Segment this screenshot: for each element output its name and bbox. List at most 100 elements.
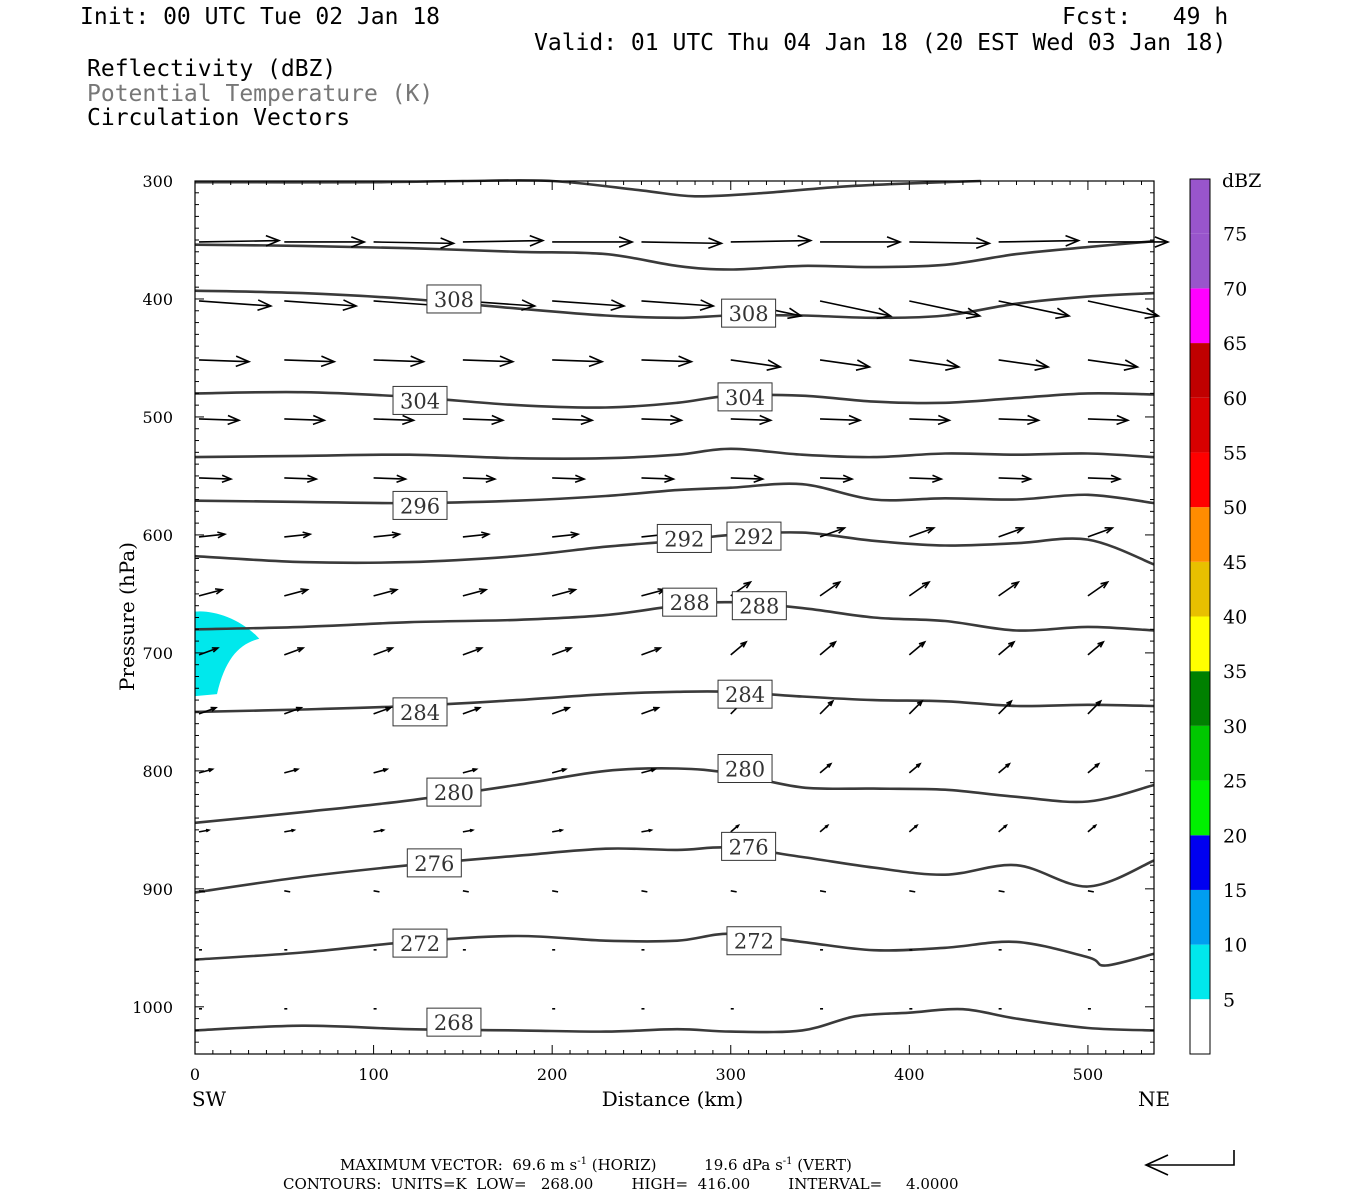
circulation-vector (462, 647, 484, 656)
circulation-vector (641, 828, 654, 833)
circulation-vector (284, 474, 319, 484)
x-tick-label: 300 (715, 1065, 746, 1084)
colorbar-segment-25 (1190, 725, 1210, 781)
svg-text:280: 280 (725, 758, 765, 782)
circulation-vector (730, 234, 813, 247)
svg-text:284: 284 (400, 701, 440, 725)
contour-info: CONTOURS: UNITS=K LOW= 268.00 HIGH= 416.… (283, 1175, 959, 1193)
circulation-vector (1087, 762, 1101, 774)
circulation-vector (819, 762, 833, 774)
colorbar-label: 5 (1223, 989, 1235, 1011)
x-tick-label: 200 (537, 1065, 568, 1084)
colorbar-label: 40 (1223, 607, 1247, 629)
svg-text:308: 308 (729, 302, 769, 326)
theta-contour-276 (194, 767, 1155, 825)
circulation-vector (284, 299, 359, 311)
circulation-vector (730, 890, 737, 893)
forecast-hour: Fcst: 49 h (1062, 4, 1229, 30)
circulation-vector (373, 531, 402, 539)
circulation-vector (284, 706, 304, 715)
circulation-vector (373, 828, 386, 833)
theta-contour-280 (194, 690, 1155, 714)
colorbar-label: 60 (1223, 388, 1247, 410)
circulation-vector (198, 706, 218, 715)
contour-label-308: 308 (426, 284, 482, 314)
circulation-vector (462, 767, 479, 774)
theta-contour-272 (194, 845, 1155, 894)
max-vector-note: MAXIMUM VECTOR: 69.6 m s-1 (HORIZ) 19.6 … (340, 1157, 852, 1173)
circulation-vector (462, 474, 498, 484)
contour-label-292: 292 (726, 521, 782, 551)
contour-label-308: 308 (721, 298, 777, 328)
circulation-vector (551, 706, 572, 715)
x-tick-label: 500 (1073, 1065, 1104, 1084)
circulation-vector (730, 474, 765, 484)
circulation-vector (998, 762, 1012, 774)
circulation-vector (373, 647, 395, 656)
colorbar-segment-15 (1190, 835, 1210, 890)
circulation-vector (641, 414, 684, 426)
circulation-vector (908, 762, 922, 774)
circulation-vector (998, 234, 1081, 247)
contour-label-276: 276 (406, 848, 462, 878)
circulation-vector (819, 580, 842, 597)
circulation-vector (373, 414, 416, 426)
colorbar-label: 15 (1223, 880, 1247, 902)
plot-area (195, 181, 1154, 1054)
colorbar-label: 75 (1223, 224, 1247, 246)
colorbar-label: 55 (1223, 442, 1247, 464)
circulation-vector (552, 828, 565, 833)
svg-text:292: 292 (734, 525, 774, 549)
reflectivity-layer (195, 611, 260, 697)
field-circulation-vectors: Circulation Vectors (87, 105, 351, 131)
svg-text:304: 304 (725, 386, 765, 410)
x-axis-title: Distance (km) (602, 1087, 744, 1111)
contour-label-304: 304 (717, 382, 773, 412)
circulation-vector (552, 355, 605, 368)
circulation-vector (998, 300, 1072, 320)
circulation-vector (462, 355, 516, 368)
x-tick-label: 400 (894, 1065, 925, 1084)
colorbar-segment-60 (1190, 343, 1210, 398)
contour-label-288: 288 (731, 591, 787, 621)
svg-text:280: 280 (434, 781, 474, 805)
svg-text:276: 276 (729, 835, 769, 859)
svg-text:272: 272 (734, 930, 774, 954)
contour-label-288: 288 (662, 587, 718, 617)
circulation-vector (373, 355, 426, 368)
contour-label-304: 304 (392, 385, 448, 415)
circulation-vector (551, 647, 574, 656)
colorbar-segment-30 (1190, 671, 1210, 726)
circulation-vector (198, 234, 282, 247)
colorbar-segment-35 (1190, 616, 1210, 672)
contour-labels: 308 308 304 304 296 292 292 288 288 284 284 280 280 2… (392, 284, 787, 1037)
circulation-vector (909, 300, 982, 320)
horiz-exponent: -1 (577, 1156, 587, 1167)
circulation-vector (909, 527, 936, 538)
circulation-vector (819, 640, 838, 656)
circulation-vector (641, 474, 676, 484)
circulation-vector (552, 531, 581, 539)
circulation-vector (909, 237, 992, 250)
max-vector-vert-prefix: 19.6 dPa s (704, 1156, 783, 1174)
colorbar-segment-65 (1190, 288, 1210, 344)
circulation-vector (284, 355, 337, 368)
circulation-vector (198, 299, 273, 311)
circulation-vector (998, 824, 1008, 833)
circulation-vector (641, 299, 716, 311)
circulation-vector (552, 236, 635, 248)
theta-contour-308 (194, 239, 1155, 271)
circulation-vector (641, 706, 661, 715)
circulation-vector (909, 890, 916, 893)
circulation-vector (1087, 474, 1123, 484)
circulation-vector (552, 474, 587, 484)
colorbar-title: dBZ (1222, 170, 1261, 192)
circulation-vector (641, 767, 658, 774)
circulation-vector (1087, 359, 1140, 371)
circulation-vector (284, 767, 300, 774)
colorbar-label: 35 (1223, 661, 1247, 683)
colorbar-segment-40 (1190, 561, 1210, 617)
theta-contour-288 (194, 531, 1155, 566)
colorbar-label: 50 (1223, 497, 1247, 519)
